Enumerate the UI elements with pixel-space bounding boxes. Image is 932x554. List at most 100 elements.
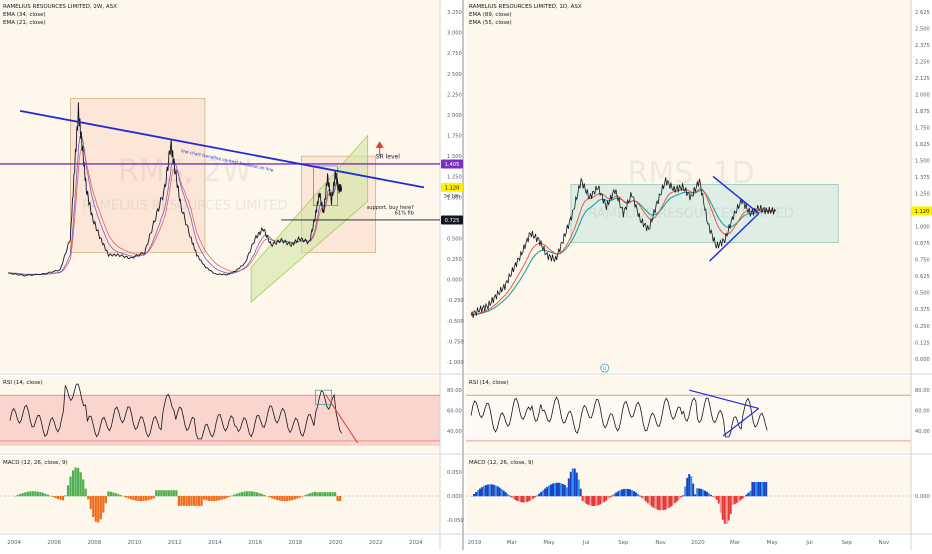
left-macd-bar[interactable] — [163, 490, 165, 496]
right-macd-bar[interactable] — [621, 489, 623, 496]
right-macd-bar[interactable] — [712, 496, 714, 497]
right-dividend-marker-label[interactable]: D — [603, 366, 607, 372]
right-macd-bar[interactable] — [493, 485, 495, 497]
right-macd-bar[interactable] — [659, 496, 661, 510]
right-macd-bar[interactable] — [740, 496, 742, 500]
right-macd-bar[interactable] — [761, 482, 763, 496]
right-macd-bar[interactable] — [552, 484, 554, 497]
right-macd-bar[interactable] — [684, 486, 686, 496]
right-macd-bar[interactable] — [501, 489, 503, 496]
left-ema34-legend[interactable]: EMA (34, close) — [3, 12, 46, 18]
left-macd-bar[interactable] — [208, 496, 210, 501]
left-macd-legend[interactable]: MACD (12, 26, close, 9) — [3, 460, 68, 466]
right-macd-bar[interactable] — [645, 496, 647, 501]
left-macd-bar[interactable] — [329, 492, 331, 496]
right-macd-bar[interactable] — [548, 486, 550, 497]
left-macd-bar[interactable] — [22, 493, 24, 496]
left-macd-bar[interactable] — [34, 491, 36, 496]
right-macd-bar[interactable] — [742, 496, 744, 499]
right-macd-bar[interactable] — [562, 484, 564, 496]
left-macd-bar[interactable] — [127, 496, 129, 498]
right-macd-bar[interactable] — [530, 496, 532, 500]
left-macd-bar[interactable] — [72, 470, 74, 496]
right-macd-bar[interactable] — [655, 496, 657, 509]
left-macd-bar[interactable] — [24, 492, 26, 496]
right-macd-bar[interactable] — [718, 496, 720, 504]
right-macd-bar[interactable] — [503, 491, 505, 497]
left-macd-bar[interactable] — [236, 494, 238, 497]
left-macd-bar[interactable] — [221, 496, 223, 500]
left-macd-bar[interactable] — [17, 495, 19, 496]
left-macd-bar[interactable] — [97, 496, 99, 523]
right-macd-bar[interactable] — [617, 491, 619, 496]
right-macd-bar[interactable] — [481, 487, 483, 496]
right-macd-bar[interactable] — [765, 482, 767, 496]
left-macd-bar[interactable] — [331, 492, 333, 496]
left-macd-bar[interactable] — [284, 496, 286, 501]
right-ema89-legend[interactable]: EMA (89, close) — [469, 12, 512, 18]
right-macd-bar[interactable] — [653, 496, 655, 508]
right-macd-bar[interactable] — [595, 496, 597, 506]
right-macd-bar[interactable] — [599, 496, 601, 504]
left-macd-bar[interactable] — [160, 490, 162, 496]
left-macd-bar[interactable] — [135, 496, 137, 501]
right-macd-bar[interactable] — [611, 495, 613, 496]
right-macd-bar[interactable] — [564, 485, 566, 496]
right-macd-bar[interactable] — [483, 486, 485, 496]
left-macd-bar[interactable] — [231, 496, 233, 497]
left-macd-bar[interactable] — [334, 492, 336, 496]
right-macd-bar[interactable] — [706, 492, 708, 496]
left-macd-bar[interactable] — [120, 495, 122, 496]
right-macd-bar[interactable] — [649, 496, 651, 505]
left-macd-bar[interactable] — [306, 494, 308, 496]
right-macd-bar[interactable] — [732, 496, 734, 505]
left-rsi-legend[interactable]: RSI (14, close) — [3, 380, 43, 386]
right-macd-bar[interactable] — [522, 496, 524, 502]
right-macd-bar[interactable] — [479, 489, 481, 497]
left-macd-bar[interactable] — [112, 492, 114, 496]
left-macd-bar[interactable] — [261, 494, 263, 496]
right-macd-bar[interactable] — [475, 492, 477, 496]
left-macd-bar[interactable] — [193, 496, 195, 506]
left-macd-bar[interactable] — [251, 491, 253, 496]
left-macd-bar[interactable] — [326, 492, 328, 496]
right-macd-bar[interactable] — [641, 496, 643, 498]
left-macd-pane[interactable] — [0, 456, 440, 532]
left-macd-bar[interactable] — [95, 496, 97, 522]
left-macd-bar[interactable] — [145, 496, 147, 501]
left-macd-bar[interactable] — [274, 496, 276, 499]
right-macd-bar[interactable] — [513, 496, 515, 499]
right-macd-bar[interactable] — [574, 469, 576, 497]
right-macd-bar[interactable] — [668, 496, 670, 508]
right-macd-bar[interactable] — [497, 486, 499, 496]
right-macd-bar[interactable] — [495, 485, 497, 496]
left-macd-bar[interactable] — [218, 496, 220, 500]
left-macd-bar[interactable] — [155, 490, 157, 496]
left-macd-bar[interactable] — [39, 492, 41, 496]
right-macd-bar[interactable] — [734, 496, 736, 504]
right-macd-bar[interactable] — [526, 496, 528, 502]
left-macd-bar[interactable] — [82, 479, 84, 496]
left-macd-bar[interactable] — [105, 496, 107, 503]
left-macd-bar[interactable] — [339, 496, 341, 501]
left-macd-bar[interactable] — [67, 485, 69, 496]
right-macd-bar[interactable] — [477, 490, 479, 496]
left-macd-bar[interactable] — [213, 496, 215, 501]
left-macd-bar[interactable] — [87, 496, 89, 499]
right-macd-bar[interactable] — [755, 482, 757, 496]
left-macd-bar[interactable] — [311, 492, 313, 496]
right-macd-bar[interactable] — [613, 494, 615, 496]
left-macd-bar[interactable] — [150, 496, 152, 499]
right-macd-bar[interactable] — [700, 489, 702, 496]
left-macd-bar[interactable] — [223, 496, 225, 499]
right-macd-bar[interactable] — [661, 496, 663, 510]
right-macd-bar[interactable] — [578, 480, 580, 497]
right-macd-bar[interactable] — [542, 490, 544, 496]
right-macd-bar[interactable] — [507, 494, 509, 496]
left-macd-bar[interactable] — [153, 496, 155, 498]
right-macd-bar[interactable] — [647, 496, 649, 503]
right-macd-bar[interactable] — [516, 496, 518, 501]
right-macd-bar[interactable] — [528, 496, 530, 501]
left-macd-bar[interactable] — [59, 496, 61, 500]
left-macd-bar[interactable] — [314, 492, 316, 496]
